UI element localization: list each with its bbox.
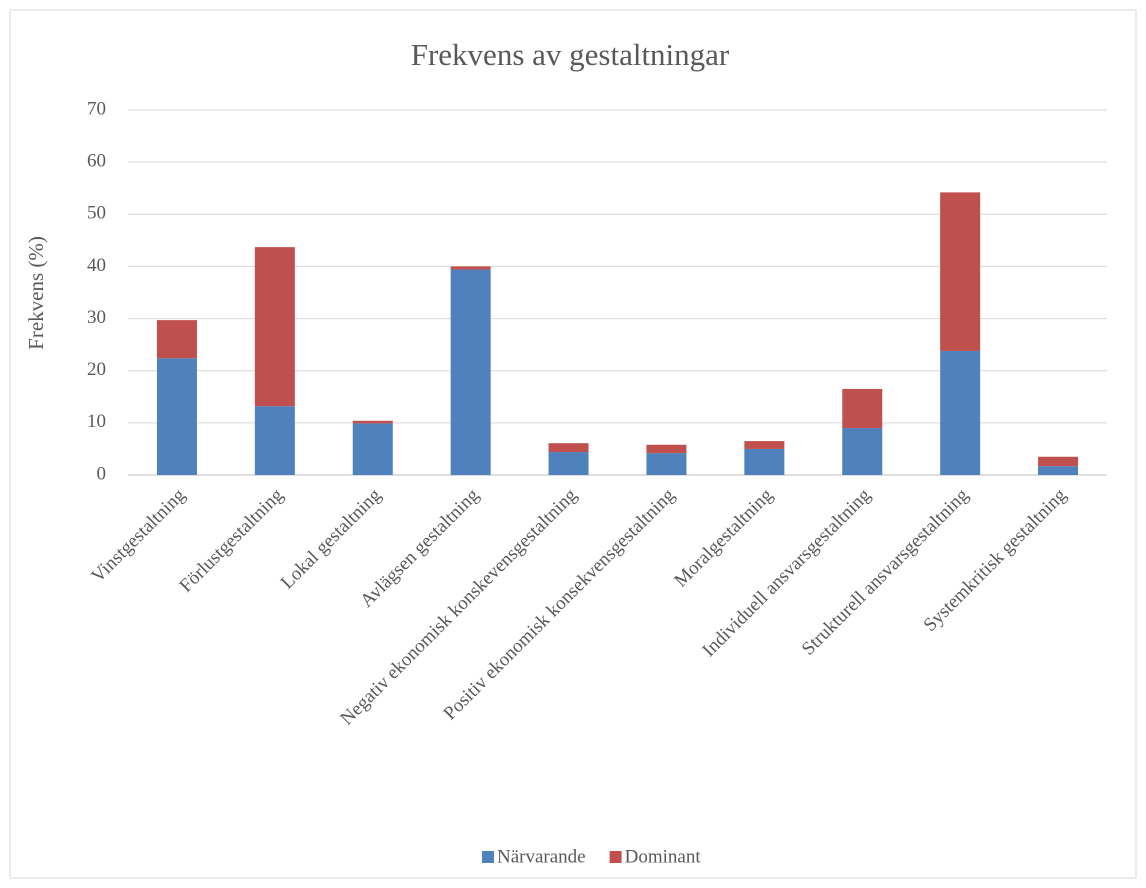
- y-tick-label: 40: [87, 255, 106, 276]
- bar-segment: [744, 441, 785, 449]
- bar-segment: [352, 423, 393, 475]
- bar-segment: [156, 320, 197, 359]
- y-tick-label: 30: [87, 307, 106, 328]
- bar-segment: [1038, 456, 1079, 467]
- y-axis-label: Frekvens (%): [24, 236, 48, 350]
- bar-segment: [450, 269, 491, 475]
- y-tick-label: 0: [97, 463, 107, 484]
- y-tick-label: 50: [87, 203, 106, 224]
- bar-segment: [450, 266, 491, 270]
- legend-swatch: [609, 851, 622, 863]
- bar-segment: [940, 350, 981, 475]
- y-tick-label: 20: [87, 359, 106, 380]
- bar-segment: [842, 388, 883, 429]
- y-tick-label: 10: [87, 411, 106, 432]
- legend-label: Närvarande: [497, 846, 586, 867]
- bar-segment: [548, 443, 589, 453]
- bar-segment: [940, 192, 981, 351]
- bar-segment: [254, 406, 295, 475]
- y-tick-label: 70: [87, 98, 106, 119]
- bar-segment: [842, 428, 883, 475]
- bar-segment: [646, 444, 687, 454]
- chart-title: Frekvens av gestaltningar: [411, 37, 730, 72]
- bar-segment: [156, 358, 197, 475]
- bar-segment: [548, 452, 589, 475]
- y-tick-label: 60: [87, 151, 106, 172]
- legend-label: Dominant: [625, 846, 702, 867]
- bar-segment: [254, 247, 295, 407]
- bar-segment: [646, 453, 687, 475]
- bar-segment: [744, 448, 785, 475]
- bar-segment: [1038, 466, 1079, 475]
- bar-segment: [352, 420, 393, 424]
- legend-swatch: [482, 851, 494, 863]
